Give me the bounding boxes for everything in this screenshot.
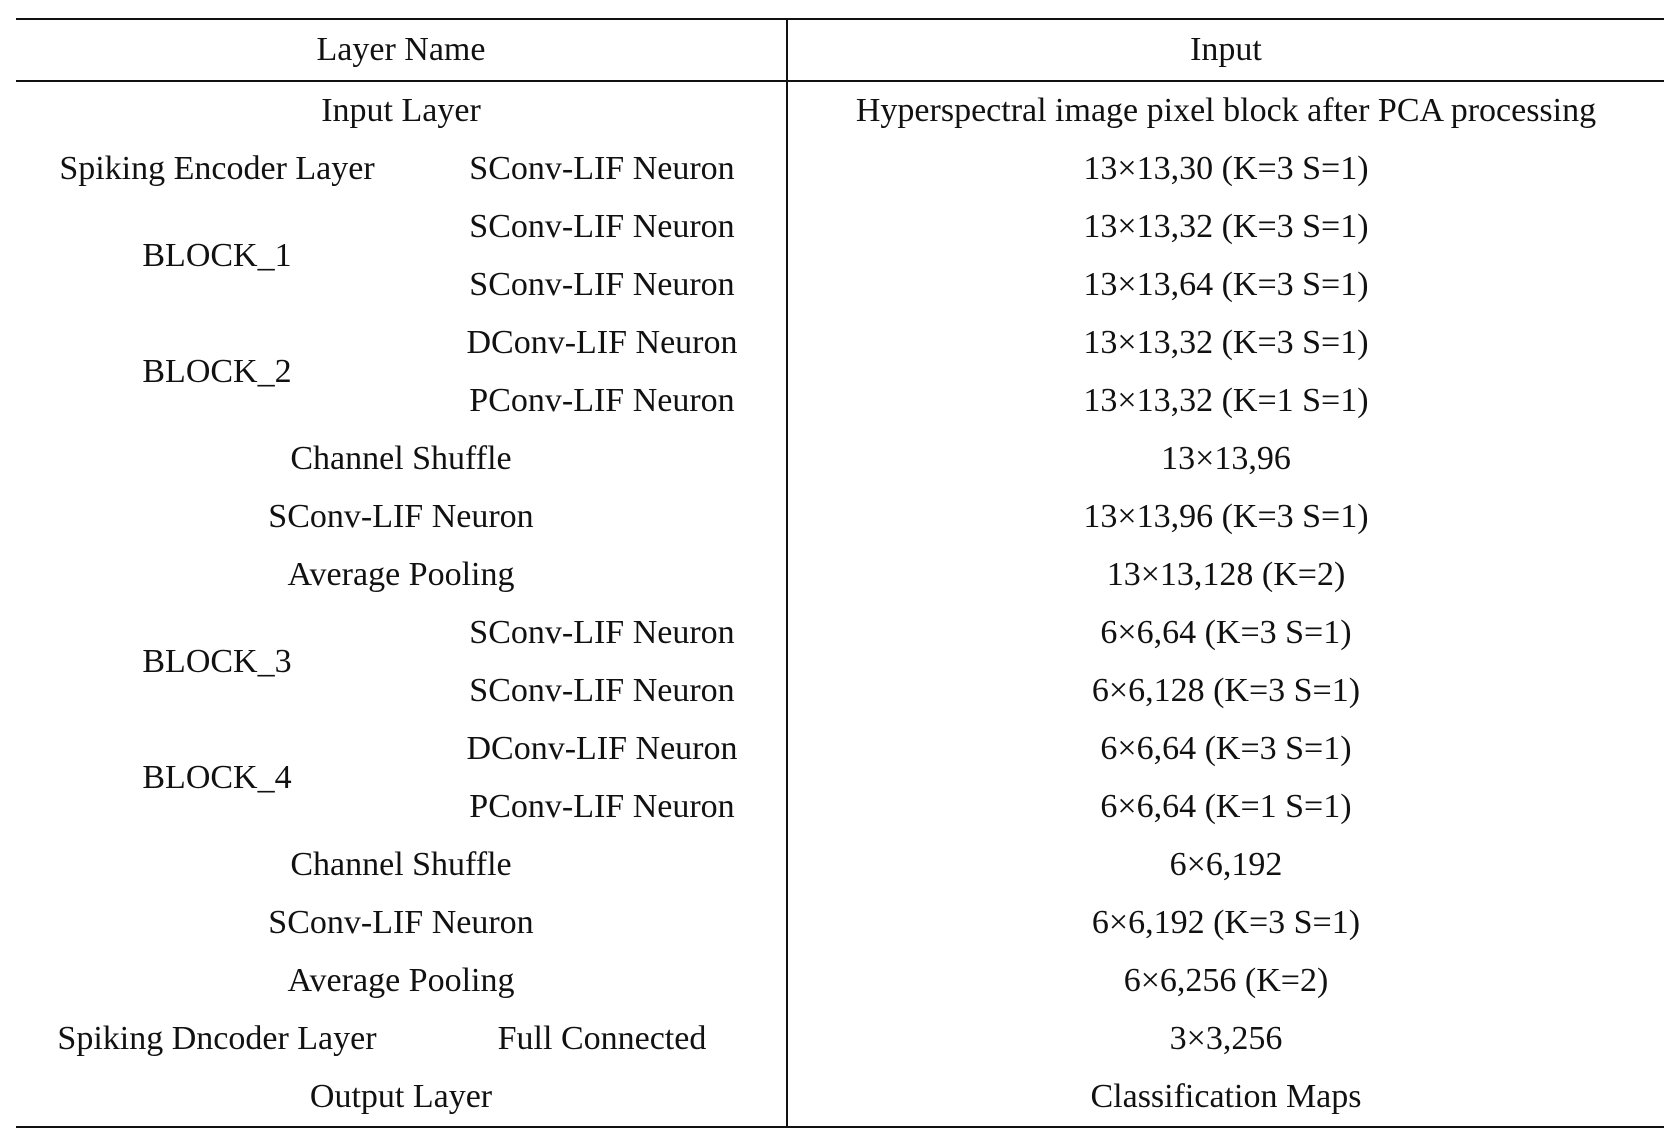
table-row: Input Layer Hyperspectral image pixel bl… — [16, 81, 1664, 140]
layer-group-cell: Spiking Encoder Layer — [59, 150, 375, 187]
table-row: SConv-LIF Neuron 6×6,192 (K=3 S=1) — [16, 894, 1664, 952]
table-row: PConv-LIF Neuron 6×6,64 (K=1 S=1) — [16, 778, 1664, 836]
input-cell: 6×6,64 (K=1 S=1) — [786, 778, 1664, 836]
layer-name-cell: Input Layer — [321, 92, 481, 129]
layer-name-cell: Channel Shuffle — [290, 846, 512, 883]
table-row: BLOCK_4 DConv-LIF Neuron 6×6,64 (K=3 S=1… — [16, 720, 1664, 796]
layer-sub-cell: SConv-LIF Neuron — [469, 266, 735, 303]
architecture-table: Layer Name Input Input Layer Hyperspectr… — [16, 18, 1664, 1128]
input-cell: 13×13,30 (K=3 S=1) — [786, 140, 1664, 198]
table-row: SConv-LIF Neuron 13×13,64 (K=3 S=1) — [16, 256, 1664, 314]
input-cell: 13×13,128 (K=2) — [786, 546, 1664, 604]
layer-sub-cell: PConv-LIF Neuron — [469, 788, 735, 825]
layer-name-cell: Output Layer — [16, 1068, 787, 1128]
table-row: BLOCK_2 DConv-LIF Neuron 13×13,32 (K=3 S… — [16, 314, 1664, 390]
layer-name-cell: Average Pooling — [287, 556, 515, 593]
input-cell: 6×6,256 (K=2) — [786, 952, 1664, 1010]
layer-group-cell: BLOCK_3 — [142, 643, 292, 680]
input-cell: 13×13,96 (K=3 S=1) — [786, 488, 1664, 546]
layer-group-cell: Spiking Dncoder Layer — [57, 1020, 377, 1057]
input-cell: 6×6,64 (K=3 S=1) — [786, 604, 1664, 662]
table-row: SConv-LIF Neuron 13×13,96 (K=3 S=1) — [16, 488, 1664, 546]
table-row: PConv-LIF Neuron 13×13,32 (K=1 S=1) — [16, 372, 1664, 430]
layer-group-cell: BLOCK_1 — [142, 237, 292, 274]
header-row: Layer Name Input — [16, 19, 1664, 81]
input-cell: 6×6,192 — [786, 836, 1664, 894]
table-row: Spiking Dncoder Layer Full Connected 3×3… — [16, 1010, 1664, 1068]
input-cell: 13×13,32 (K=1 S=1) — [786, 372, 1664, 430]
input-cell: 13×13,32 (K=3 S=1) — [786, 198, 1664, 256]
table-row: Average Pooling 6×6,256 (K=2) — [16, 952, 1664, 1010]
layer-group-cell: BLOCK_2 — [142, 353, 292, 390]
layer-name-cell: SConv-LIF Neuron — [268, 498, 534, 535]
architecture-table-container: Layer Name Input Input Layer Hyperspectr… — [16, 18, 1664, 1128]
table-row: Channel Shuffle 6×6,192 — [16, 836, 1664, 894]
layer-sub-cell: DConv-LIF Neuron — [466, 324, 738, 361]
input-cell: 13×13,64 (K=3 S=1) — [786, 256, 1664, 314]
input-cell: Classification Maps — [786, 1068, 1664, 1128]
input-cell: 13×13,32 (K=3 S=1) — [786, 314, 1664, 372]
input-cell: 3×3,256 — [786, 1010, 1664, 1068]
layer-group-cell: BLOCK_4 — [142, 759, 292, 796]
layer-sub-cell: SConv-LIF Neuron — [469, 614, 735, 651]
input-cell: Hyperspectral image pixel block after PC… — [786, 81, 1664, 140]
table-row: Output Layer Classification Maps — [16, 1068, 1664, 1128]
table-row: SConv-LIF Neuron 6×6,128 (K=3 S=1) — [16, 662, 1664, 720]
layer-sub-cell: SConv-LIF Neuron — [469, 208, 735, 245]
layer-sub-cell: PConv-LIF Neuron — [469, 382, 735, 419]
table-row: BLOCK_1 SConv-LIF Neuron 13×13,32 (K=3 S… — [16, 198, 1664, 274]
layer-sub-cell: DConv-LIF Neuron — [466, 730, 738, 767]
table-row: Average Pooling 13×13,128 (K=2) — [16, 546, 1664, 604]
input-cell: 6×6,64 (K=3 S=1) — [786, 720, 1664, 778]
header-layer-name: Layer Name — [316, 31, 486, 68]
layer-sub-cell: SConv-LIF Neuron — [469, 150, 735, 187]
input-cell: 6×6,192 (K=3 S=1) — [786, 894, 1664, 952]
input-cell: 13×13,96 — [786, 430, 1664, 488]
layer-name-cell: Average Pooling — [287, 962, 515, 999]
layer-name-cell: Channel Shuffle — [290, 440, 512, 477]
layer-name-cell: SConv-LIF Neuron — [268, 904, 534, 941]
layer-sub-cell: Full Connected — [497, 1020, 707, 1057]
table-row: Spiking Encoder Layer SConv-LIF Neuron 1… — [16, 140, 1664, 198]
header-input: Input — [786, 19, 1664, 81]
table-row: BLOCK_3 SConv-LIF Neuron 6×6,64 (K=3 S=1… — [16, 604, 1664, 680]
layer-sub-cell: SConv-LIF Neuron — [469, 672, 735, 709]
input-cell: 6×6,128 (K=3 S=1) — [786, 662, 1664, 720]
table-row: Channel Shuffle 13×13,96 — [16, 430, 1664, 488]
